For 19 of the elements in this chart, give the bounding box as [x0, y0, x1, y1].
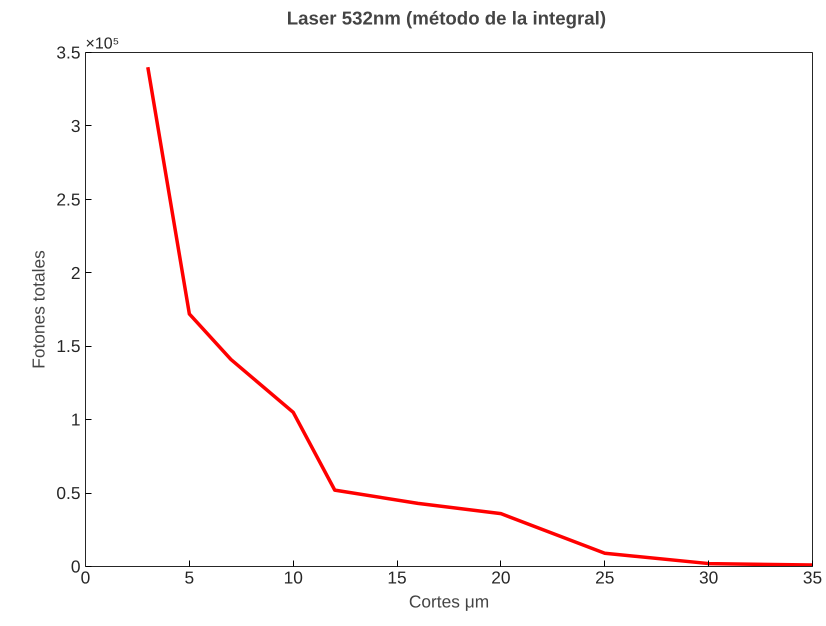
y-tick-label: 3.5: [56, 42, 81, 62]
x-axis-title: Cortes μm: [408, 592, 490, 612]
x-tick-label: 15: [387, 568, 407, 588]
line-series: [146, 65, 812, 566]
y-tick-label: 2: [70, 262, 81, 283]
x-tick-label: 20: [491, 568, 511, 588]
annotation: ×10⁵: [86, 36, 120, 52]
y-tick-label: 3: [70, 116, 81, 136]
y-tick-label: 0.5: [56, 483, 81, 504]
y-tick-label: 1.5: [56, 336, 81, 356]
x-tick-label: 25: [595, 568, 614, 588]
y-tick-label: 1: [70, 410, 81, 430]
y-tick-label: 2.5: [56, 189, 81, 210]
y-axis-title: Fotones totales: [28, 250, 48, 369]
x-tick-label: 35: [802, 568, 822, 588]
x-tick-label: 10: [284, 568, 303, 588]
x-tick-label: 30: [699, 568, 718, 588]
chart-title: Laser 532nm (método de la integral): [286, 8, 606, 28]
x-tick-label: 5: [184, 568, 194, 588]
